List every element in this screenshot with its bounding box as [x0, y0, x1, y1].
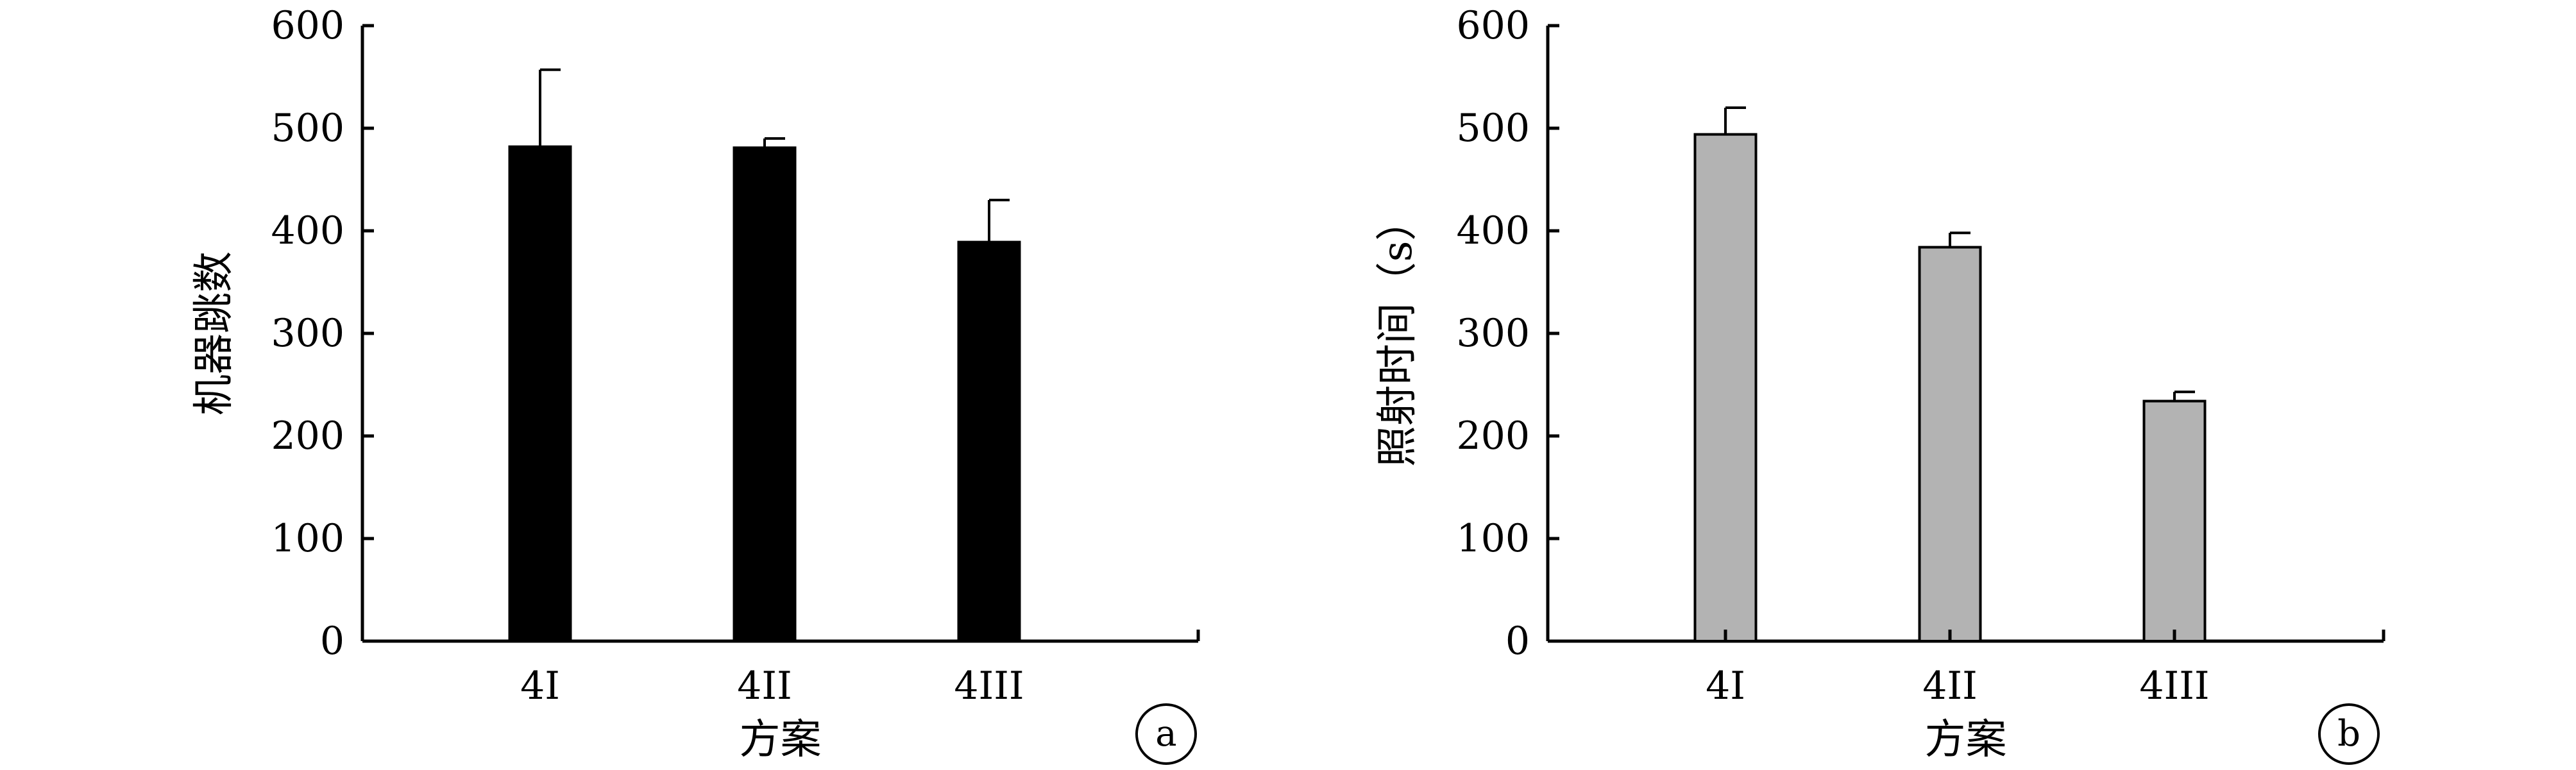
x-tick-label: 4I [1706, 664, 1745, 708]
panel-label-circle [1135, 703, 1197, 765]
y-tick-label: 300 [1456, 311, 1530, 356]
x-tick-label: 4III [954, 664, 1024, 708]
y-tick-label: 600 [1456, 3, 1530, 48]
x-tick-label: 4III [2139, 664, 2209, 708]
bar-4II [1918, 246, 1982, 643]
x-tick-label: 4II [1922, 664, 1978, 708]
x-tick-label: 4I [520, 664, 560, 708]
x-axis-title: 方案 [740, 716, 822, 764]
x-axis-title: 方案 [1925, 716, 2007, 764]
y-tick-label: 200 [271, 414, 344, 458]
y-tick-label: 400 [271, 208, 344, 253]
y-tick-label: 500 [271, 106, 344, 151]
y-tick-label: 0 [1505, 619, 1530, 664]
chart-panel-b: 0 100 200 300 400 500 600 4I 4II 4III 方案 照射时间（s） b [1374, 3, 2385, 765]
chart-panel-a: 0 100 200 300 400 500 600 4I 4II 4III 方案 机器跳数 a [191, 3, 1200, 765]
y-axis-title: 机器跳数 [191, 251, 238, 415]
y-tick-label: 300 [271, 311, 344, 356]
y-tick-label: 0 [320, 619, 344, 664]
bar-4I [508, 145, 572, 643]
panel-label: a [1155, 713, 1176, 755]
bar-4III [957, 240, 1021, 643]
x-tick-label: 4II [737, 664, 792, 708]
y-tick-label: 100 [271, 516, 344, 561]
y-tick-label: 200 [1456, 414, 1530, 458]
y-tick-label: 500 [1456, 106, 1530, 151]
y-tick-label: 100 [1456, 516, 1530, 561]
bar-4I [1693, 133, 1758, 643]
bar-4III [2142, 399, 2207, 642]
bar-4II [733, 146, 797, 642]
panel-label: b [2337, 713, 2360, 755]
y-tick-label: 600 [271, 3, 344, 48]
y-tick-label: 400 [1456, 208, 1530, 253]
y-axis-title: 照射时间（s） [1374, 200, 1421, 467]
panel-label-circle [2318, 703, 2380, 765]
